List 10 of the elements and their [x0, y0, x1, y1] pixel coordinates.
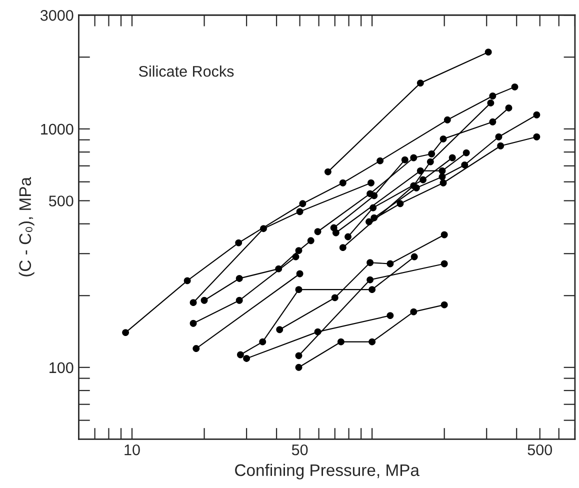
y-axis-title: (C - C₀), MPa — [18, 176, 34, 276]
y-tick-label: 100 — [50, 362, 74, 374]
x-tick-label: 50 — [292, 444, 308, 456]
x-tick-label: 500 — [528, 444, 552, 456]
y-tick-label: 500 — [49, 196, 74, 206]
y-tick-label: 3000 — [40, 10, 74, 21]
annotation: Silicate Rocks — [138, 66, 234, 77]
x-axis-title: Confining Pressure, MPa — [235, 464, 420, 480]
x-tick-label: 10 — [124, 444, 140, 456]
y-tick-label: 1000 — [41, 124, 74, 135]
